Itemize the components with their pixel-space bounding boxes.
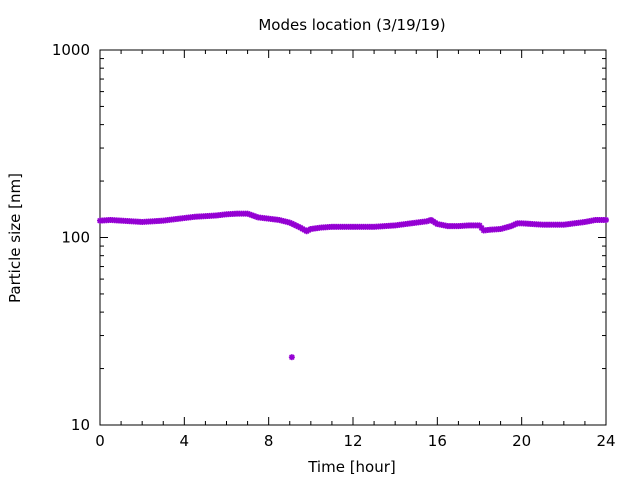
y-minor-ticks	[100, 58, 606, 370]
x-tick-label: 16	[428, 432, 447, 450]
x-tick-label: 8	[264, 432, 274, 450]
data-point	[288, 354, 295, 361]
chart-title: Modes location (3/19/19)	[258, 16, 445, 34]
x-tick-label: 4	[180, 432, 190, 450]
y-axis-label: Particle size [nm]	[6, 173, 24, 303]
y-axis-ticks: 10 100 1000	[52, 41, 606, 434]
data-point	[603, 216, 609, 223]
x-axis-ticks: 0 4 8 12 16 20 24	[95, 50, 616, 450]
data-markers	[97, 210, 609, 361]
y-tick-label: 1000	[52, 41, 90, 59]
x-tick-label: 20	[512, 432, 531, 450]
x-axis-label: Time [hour]	[307, 458, 396, 476]
plot-area	[99, 49, 607, 426]
y-tick-label: 100	[61, 229, 90, 247]
y-tick-label: 10	[71, 416, 90, 434]
x-tick-label: 24	[596, 432, 615, 450]
x-tick-label: 0	[95, 432, 105, 450]
x-tick-label: 12	[343, 432, 362, 450]
